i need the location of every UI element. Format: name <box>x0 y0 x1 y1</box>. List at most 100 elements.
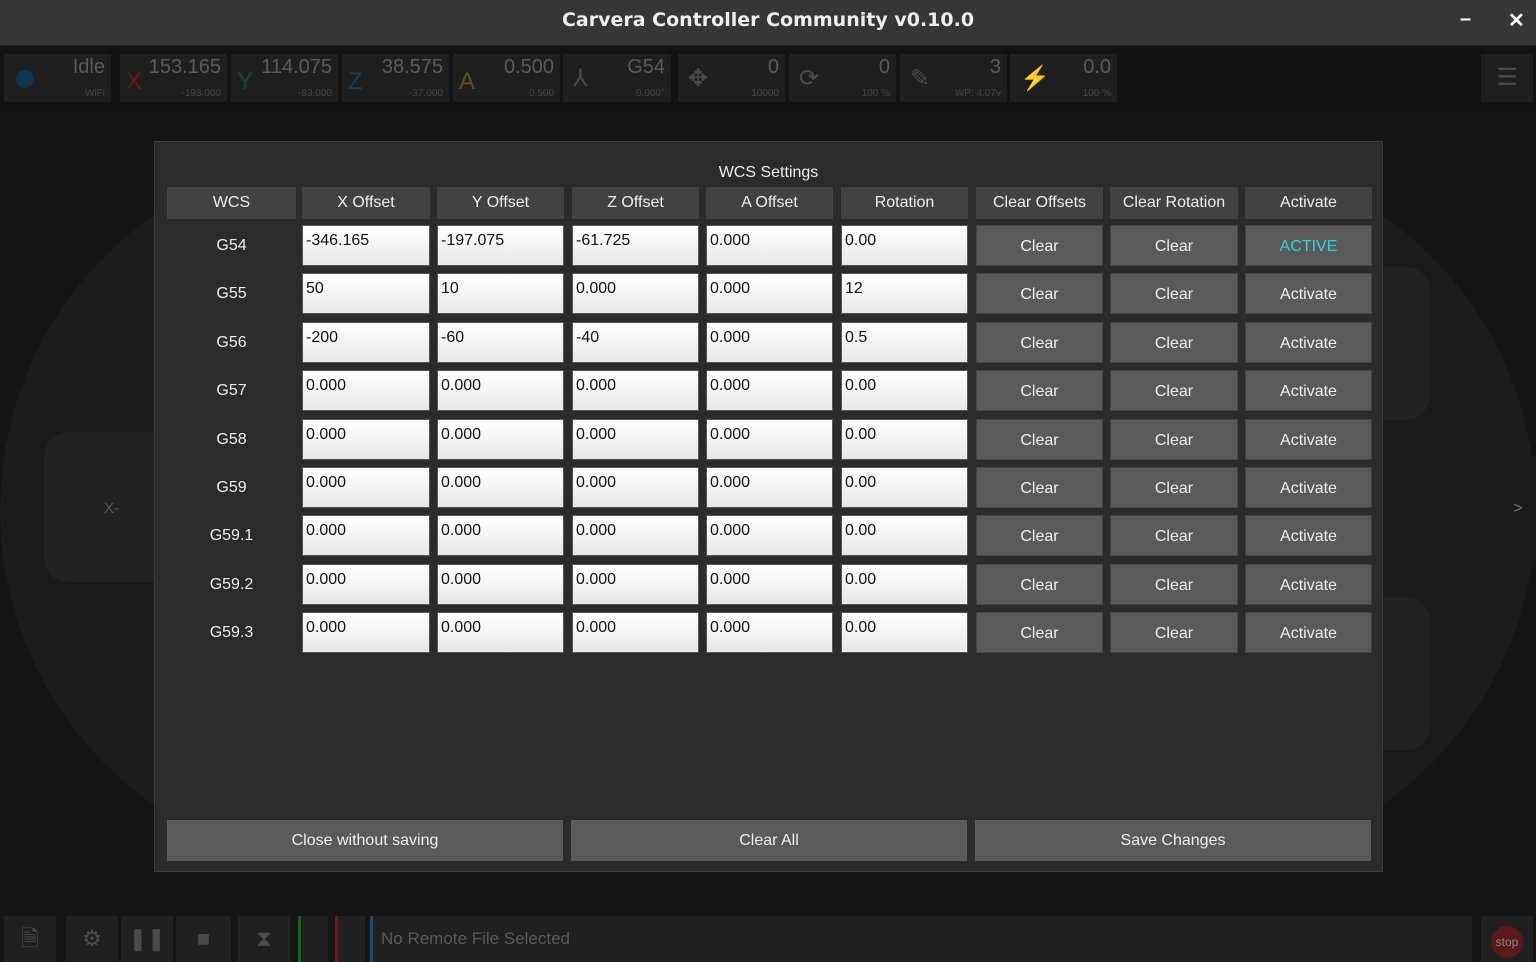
header-z-offset: Z Offset <box>572 187 699 219</box>
feed-status[interactable]: ✥ 0 10000 <box>678 54 785 102</box>
a-offset-input[interactable]: 0.000 <box>706 225 833 266</box>
y-offset-input[interactable]: 0.000 <box>437 515 564 557</box>
y-offset-input[interactable]: -197.075 <box>437 225 564 266</box>
a-offset-input[interactable]: 0.000 <box>706 467 833 508</box>
x-offset-input[interactable]: 0.000 <box>302 467 430 508</box>
save-changes-button[interactable]: Save Changes <box>975 820 1371 861</box>
minimize-button[interactable]: – <box>1460 8 1472 30</box>
activate-button[interactable]: Activate <box>1245 418 1372 460</box>
x-offset-input[interactable]: 0.000 <box>302 563 430 605</box>
clear-rotation-button[interactable]: Clear <box>1110 370 1238 412</box>
clear-offsets-button[interactable]: Clear <box>976 467 1103 508</box>
rotation-input[interactable]: 0.00 <box>841 225 968 266</box>
activate-button[interactable]: ACTIVE <box>1245 225 1372 266</box>
header-activate: Activate <box>1245 187 1372 219</box>
z-offset-input[interactable]: 0.000 <box>572 612 699 654</box>
stop-square-icon[interactable]: ■ <box>176 916 231 962</box>
z-offset-input[interactable]: -40 <box>572 321 699 363</box>
a-offset-input[interactable]: 0.000 <box>706 612 833 654</box>
z-offset-input[interactable]: 0.000 <box>572 370 699 412</box>
y-offset-input[interactable]: 0.000 <box>437 370 564 412</box>
x-offset-input[interactable]: -346.165 <box>302 225 430 266</box>
a-offset-input[interactable]: 0.000 <box>706 370 833 412</box>
x-minus-button[interactable]: X- <box>44 432 174 582</box>
rotation-input[interactable]: 0.00 <box>841 563 968 605</box>
z-offset-input[interactable]: -61.725 <box>572 225 699 266</box>
y-offset-input[interactable]: 0.000 <box>437 563 564 605</box>
hourglass-icon[interactable]: ⧗ <box>238 916 290 962</box>
z-offset-input[interactable]: 0.000 <box>572 467 699 508</box>
laser-status[interactable]: ⚡ 0.0 100 % <box>1010 54 1117 102</box>
a-offset-input[interactable]: 0.000 <box>706 321 833 363</box>
activate-button[interactable]: Activate <box>1245 612 1372 654</box>
clear-offsets-button[interactable]: Clear <box>976 612 1103 654</box>
clear-all-button[interactable]: Clear All <box>571 820 967 861</box>
wcs-label: G59.3 <box>209 624 254 642</box>
rotation-input[interactable]: 0.00 <box>841 370 968 412</box>
activate-button[interactable]: Activate <box>1245 515 1372 557</box>
clear-offsets-button[interactable]: Clear <box>976 273 1103 315</box>
z-offset-input[interactable]: 0.000 <box>572 563 699 605</box>
clear-rotation-button[interactable]: Clear <box>1110 418 1238 460</box>
a-offset-input[interactable]: 0.000 <box>706 563 833 605</box>
close-button[interactable]: ✕ <box>1508 10 1525 32</box>
clear-offsets-button[interactable]: Clear <box>976 321 1103 363</box>
x-position[interactable]: X 153.165 -193.000 <box>120 54 227 102</box>
clear-rotation-button[interactable]: Clear <box>1110 612 1238 654</box>
z-offset-input[interactable]: 0.000 <box>572 418 699 460</box>
y-offset-input[interactable]: 0.000 <box>437 418 564 460</box>
y-position[interactable]: Y 114.075 -83.000 <box>231 54 338 102</box>
laser-sub: 100 % <box>1082 88 1111 99</box>
a-offset-input[interactable]: 0.000 <box>706 273 833 315</box>
clear-offsets-button[interactable]: Clear <box>976 563 1103 605</box>
rotation-input[interactable]: 0.00 <box>841 515 968 557</box>
activate-button[interactable]: Activate <box>1245 273 1372 315</box>
wcs-status[interactable]: ⅄ G54 0.000° <box>563 54 671 102</box>
emergency-stop-button[interactable]: stop <box>1481 916 1533 962</box>
clear-offsets-button[interactable]: Clear <box>976 370 1103 412</box>
dialog-title: WCS Settings <box>718 164 819 181</box>
pause-icon[interactable]: ❚❚ <box>121 916 173 962</box>
rotation-input[interactable]: 0.00 <box>841 418 968 460</box>
file-icon[interactable]: 🗎 <box>4 916 56 962</box>
spindle-status[interactable]: ⟳ 0 100 % <box>789 54 896 102</box>
side-panel-arrow[interactable]: > <box>1500 456 1536 561</box>
z-offset-input[interactable]: 0.000 <box>572 515 699 557</box>
clear-rotation-button[interactable]: Clear <box>1110 467 1238 508</box>
x-offset-input[interactable]: 50 <box>302 273 430 315</box>
clear-rotation-button[interactable]: Clear <box>1110 321 1238 363</box>
clear-rotation-button[interactable]: Clear <box>1110 273 1238 315</box>
close-without-saving-button[interactable]: Close without saving <box>167 820 563 861</box>
activate-button[interactable]: Activate <box>1245 321 1372 363</box>
x-offset-input[interactable]: 0.000 <box>302 612 430 654</box>
a-offset-input[interactable]: 0.000 <box>706 515 833 557</box>
z-offset-input[interactable]: 0.000 <box>572 273 699 315</box>
tool-status[interactable]: ✎ 3 WP: 4.07v <box>900 54 1007 102</box>
activate-button[interactable]: Activate <box>1245 370 1372 412</box>
x-offset-input[interactable]: 0.000 <box>302 515 430 557</box>
menu-icon[interactable]: ☰ <box>1481 54 1533 102</box>
x-offset-input[interactable]: 0.000 <box>302 418 430 460</box>
x-offset-input[interactable]: 0.000 <box>302 370 430 412</box>
y-offset-input[interactable]: 0.000 <box>437 612 564 654</box>
activate-button[interactable]: Activate <box>1245 563 1372 605</box>
y-offset-input[interactable]: 10 <box>437 273 564 315</box>
clear-offsets-button[interactable]: Clear <box>976 515 1103 557</box>
settings-icon[interactable]: ⚙ <box>66 916 118 962</box>
clear-offsets-button[interactable]: Clear <box>976 225 1103 266</box>
clear-offsets-button[interactable]: Clear <box>976 418 1103 460</box>
clear-rotation-button[interactable]: Clear <box>1110 563 1238 605</box>
rotation-input[interactable]: 0.00 <box>841 467 968 508</box>
rotation-input[interactable]: 12 <box>841 273 968 315</box>
z-position[interactable]: Z 38.575 -37.000 <box>342 54 449 102</box>
y-offset-input[interactable]: -60 <box>437 321 564 363</box>
activate-button[interactable]: Activate <box>1245 467 1372 508</box>
rotation-input[interactable]: 0.5 <box>841 321 968 363</box>
y-offset-input[interactable]: 0.000 <box>437 467 564 508</box>
x-offset-input[interactable]: -200 <box>302 321 430 363</box>
rotation-input[interactable]: 0.00 <box>841 612 968 654</box>
a-offset-input[interactable]: 0.000 <box>706 418 833 460</box>
clear-rotation-button[interactable]: Clear <box>1110 515 1238 557</box>
clear-rotation-button[interactable]: Clear <box>1110 225 1238 266</box>
a-position[interactable]: A 0.500 0.500 <box>453 54 560 102</box>
